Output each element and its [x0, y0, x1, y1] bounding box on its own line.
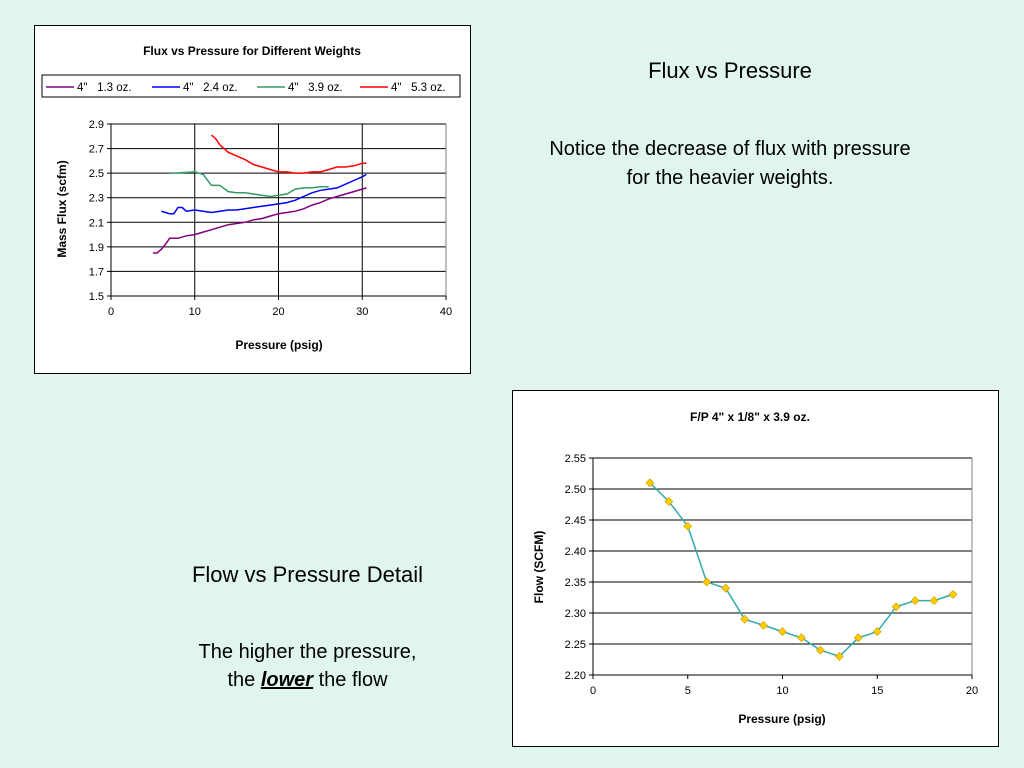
series-lines: [152, 134, 367, 254]
x-tick-label: 10: [189, 306, 201, 318]
higher-post: the flow: [313, 669, 388, 691]
flow-vs-pressure-detail-title: Flow vs Pressure Detail: [191, 562, 424, 587]
y-tick-label: 2.55: [565, 453, 586, 465]
data-point-marker: [910, 596, 920, 606]
x-tick-label: 5: [685, 685, 691, 697]
y-tick-label: 2.45: [565, 515, 586, 527]
x-tick-label: 0: [108, 306, 114, 318]
y-tick-label: 2.25: [565, 639, 586, 651]
axes: 1.5 1.7 1.9 2.1 2.3 2.5 2.7 2.9 0 10 20 30 40: [89, 119, 452, 318]
data-point-marker: [834, 651, 844, 661]
y-tick-label: 1.5: [89, 291, 104, 303]
notice-line-1: Notice the decrease of flux with pressur…: [549, 138, 911, 160]
y-axis-label: Mass Flux (scfm): [55, 160, 69, 257]
flux-vs-pressure-title: Flux vs Pressure: [648, 58, 812, 83]
chart-title: Flux vs Pressure for Different Weights: [143, 44, 361, 58]
y-tick-label: 2.20: [565, 670, 586, 682]
data-point-marker: [853, 633, 863, 643]
data-point-marker: [872, 627, 882, 637]
x-tick-label: 20: [966, 685, 978, 697]
chart-title: F/P 4" x 1/8" x 3.9 oz.: [690, 410, 810, 424]
higher-pre: the: [227, 669, 261, 691]
flow-line: [649, 482, 954, 658]
y-tick-label: 2.5: [89, 168, 104, 180]
data-point-marker: [721, 583, 731, 593]
data-point-marker: [702, 577, 712, 587]
data-point-marker: [683, 521, 693, 531]
y-tick-label: 2.50: [565, 484, 586, 496]
flux-vs-pressure-chart: Flux vs Pressure for Different Weights 4…: [34, 25, 471, 374]
x-axis-label: Pressure (psig): [235, 338, 322, 352]
y-tick-label: 2.3: [89, 193, 104, 205]
flux-chart-svg: Flux vs Pressure for Different Weights 4…: [41, 44, 461, 352]
series-line-1: [152, 187, 367, 254]
flow-chart-svg: F/P 4" x 1/8" x 3.9 oz. 2.20 2.25 2.30 2.35…: [532, 410, 979, 726]
legend-box: [41, 74, 461, 98]
legend-label: 4" 5.3 oz.: [391, 82, 446, 94]
data-point-marker: [759, 620, 768, 630]
lower-emphasis: lower: [260, 669, 314, 691]
y-tick-label: 2.9: [89, 119, 104, 131]
higher-pressure-text: The higher the pressure, the lower the f…: [150, 638, 465, 694]
legend: 4" 1.3 oz. 4" 2.4 oz. 4" 3.9 oz. 4" 5.3 oz.: [46, 82, 446, 94]
data-point-marker: [645, 478, 655, 488]
series-line-4: [211, 134, 367, 174]
grid: [593, 457, 973, 676]
axes: 2.20 2.25 2.30 2.35 2.40 2.45 2.50 2.55 0 5 10 15 20: [565, 453, 979, 697]
x-tick-label: 0: [590, 685, 596, 697]
notice-line-2: for the heavier weights.: [626, 167, 834, 189]
higher-line-1: The higher the pressure,: [198, 641, 417, 663]
higher-line-2: the lower the flow: [150, 666, 465, 694]
flow-vs-pressure-detail-chart: F/P 4" x 1/8" x 3.9 oz. 2.20 2.25 2.30 2.35…: [512, 390, 999, 747]
data-point-marker: [778, 627, 787, 637]
legend-label: 4" 1.3 oz.: [77, 82, 132, 94]
x-tick-label: 30: [356, 306, 368, 318]
data-point-marker: [891, 602, 901, 612]
legend-label: 4" 3.9 oz.: [288, 82, 343, 94]
series-line: [645, 478, 958, 661]
data-point-marker: [664, 496, 674, 506]
y-tick-label: 2.30: [565, 608, 586, 620]
y-tick-label: 2.7: [89, 144, 104, 156]
x-tick-label: 15: [871, 685, 883, 697]
x-tick-label: 40: [440, 306, 452, 318]
x-tick-label: 10: [776, 685, 788, 697]
data-point-marker: [740, 614, 750, 624]
data-point-marker: [948, 589, 958, 599]
data-point-marker: [929, 596, 939, 606]
y-tick-label: 2.1: [89, 217, 104, 229]
y-tick-label: 1.7: [89, 266, 104, 278]
notice-text: Notice the decrease of flux with pressur…: [500, 135, 960, 193]
grid: [111, 123, 447, 297]
series-line-2: [161, 173, 367, 215]
legend-label: 4" 2.4 oz.: [183, 82, 238, 94]
y-tick-label: 1.9: [89, 242, 104, 254]
y-axis-label: Flow (SCFM): [532, 531, 546, 604]
data-point-marker: [797, 633, 806, 643]
x-tick-label: 20: [272, 306, 284, 318]
y-tick-label: 2.40: [565, 546, 586, 558]
x-axis-label: Pressure (psig): [738, 712, 825, 726]
data-point-marker: [815, 645, 825, 655]
y-tick-label: 2.35: [565, 577, 586, 589]
series-line-3: [169, 171, 329, 198]
